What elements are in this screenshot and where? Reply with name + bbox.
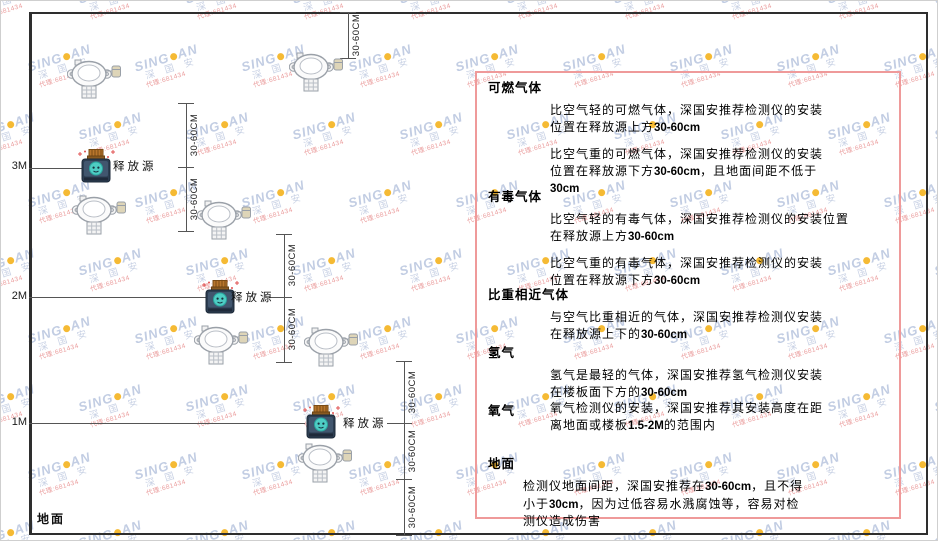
ground-label: 地面 <box>37 512 66 526</box>
release-source-label: 释放源 <box>343 418 387 430</box>
section-title: 可燃气体 <box>488 81 543 95</box>
dimension-label: 30-60CM <box>351 13 362 57</box>
section-body: 氢气是最轻的气体，深国安推荐氢气检测仪安装 在楼板面下方的30-60cm <box>550 367 899 401</box>
section-title: 地面 <box>488 457 516 471</box>
dimension-tick <box>396 479 412 480</box>
paragraph: 氧气检测仪的安装，深国安推荐其安装高度在距 离地面或楼板1.5-2M的范围内 <box>550 401 824 432</box>
paragraph: 比空气重的可燃气体，深国安推荐检测仪的安装 位置在释放源下方30-60cm，且地面… <box>550 147 824 195</box>
dimension-label: 30-60CM <box>287 307 298 351</box>
panel-section: 氢气氢气是最轻的气体，深国安推荐氢气检测仪安装 在楼板面下方的30-60cm <box>477 342 899 411</box>
panel-section: 氧气 氧气检测仪的安装，深国安推荐其安装高度在距 离地面或楼板1.5-2M的范围内 <box>477 400 899 444</box>
gas-detector-icon <box>193 325 248 372</box>
dimension-label: 30-60CM <box>407 485 418 529</box>
watermark-dot-icon <box>6 528 15 538</box>
panel-section: 比重相近气体与空气比重相近的气体，深国安推荐检测仪安装 在释放源上下的30-60c… <box>477 284 899 353</box>
dimension-tick <box>340 12 356 13</box>
section-body: 比空气轻的可燃气体，深国安推荐检测仪的安装 位置在释放源上方30-60cm 比空气重… <box>550 102 899 198</box>
dimension-line <box>348 12 349 58</box>
dimension-tick <box>178 103 194 104</box>
release-source-label: 释放源 <box>231 292 275 304</box>
height-label-1m: 1M <box>11 416 27 428</box>
section-title: 比重相近气体 <box>488 288 570 302</box>
section-title: 氢气 <box>488 346 516 360</box>
gas-detector-icon <box>288 52 343 99</box>
dimension-tick <box>178 167 194 168</box>
height-label-2m: 2M <box>11 290 27 302</box>
section-body: 检测仪地面间距，深国安推荐在30-60cm，且不得 小于30cm，因为过低容易水溅… <box>523 478 899 530</box>
watermark-dot-icon <box>6 256 15 266</box>
dimension-tick <box>178 231 194 232</box>
dimension-tick <box>396 361 412 362</box>
release-source-icon <box>200 280 240 319</box>
dimension-line <box>404 361 405 535</box>
dimension-label: 30-60CM <box>407 429 418 473</box>
section-body: 与空气比重相近的气体，深国安推荐检测仪安装 在释放源上下的30-60cm <box>550 309 899 343</box>
paragraph: 比空气轻的可燃气体，深国安推荐检测仪的安装 位置在释放源上方30-60cm <box>550 103 824 134</box>
paragraph: 氢气是最轻的气体，深国安推荐氢气检测仪安装 在楼板面下方的30-60cm <box>550 368 824 399</box>
dimension-label: 30-60CM <box>407 370 418 414</box>
release-source-icon <box>76 149 116 188</box>
dimension-tick <box>276 234 292 235</box>
watermark-dot-icon <box>6 392 15 402</box>
dimension-tick <box>396 423 412 424</box>
section-title: 有毒气体 <box>488 190 543 204</box>
height-label-3m: 3M <box>11 160 27 172</box>
dimension-tick <box>276 297 292 298</box>
release-source-label: 释放源 <box>113 161 157 173</box>
dimension-label: 30-60CM <box>287 243 298 287</box>
height-level-line <box>29 297 207 298</box>
release-source-icon <box>301 405 341 444</box>
section-body: 比空气轻的有毒气体，深国安推荐检测仪的安装位置 在释放源上方30-60cm 比空气重… <box>550 211 899 289</box>
dimension-tick <box>396 535 412 536</box>
panel-section: 有毒气体 比空气轻的有毒气体，深国安推荐检测仪的安装位置 在释放源上方30-60cm… <box>477 186 899 299</box>
section-body: 氧气检测仪的安装，深国安推荐其安装高度在距 离地面或楼板1.5-2M的范围内 <box>550 400 899 434</box>
gas-detector-icon <box>297 443 352 490</box>
instructions-panel: 可燃气体 比空气轻的可燃气体，深国安推荐检测仪的安装 位置在释放源上方30-60cm… <box>475 71 901 528</box>
section-title: 氧气 <box>488 404 516 418</box>
paragraph: 与空气比重相近的气体，深国安推荐检测仪安装 在释放源上下的30-60cm <box>550 310 824 341</box>
gas-detector-icon <box>303 327 358 374</box>
panel-section: 可燃气体 比空气轻的可燃气体，深国安推荐检测仪的安装 位置在释放源上方30-60cm… <box>477 77 899 208</box>
height-level-line <box>29 168 84 169</box>
watermark-dot-icon <box>6 120 15 130</box>
paragraph: 比空气轻的有毒气体，深国安推荐检测仪的安装位置 在释放源上方30-60cm <box>550 212 850 243</box>
room-outline <box>29 12 928 535</box>
dimension-tick <box>276 362 292 363</box>
gas-detector-icon <box>66 59 121 106</box>
dimension-tick <box>340 58 356 59</box>
gas-detector-icon <box>71 195 126 242</box>
paragraph: 比空气重的有毒气体，深国安推荐检测仪的安装 位置在释放源下方30-60cm <box>550 256 824 287</box>
dimension-line <box>284 234 285 362</box>
gas-detector-icon <box>196 200 251 247</box>
paragraph: 检测仪地面间距，深国安推荐在30-60cm，且不得 小于30cm，因为过低容易水溅… <box>523 479 804 528</box>
panel-section: 地面 检测仪地面间距，深国安推荐在30-60cm，且不得 小于30cm，因为过低容易… <box>477 453 899 540</box>
height-level-line <box>29 423 305 424</box>
dimension-label: 30-60CM <box>189 113 200 157</box>
